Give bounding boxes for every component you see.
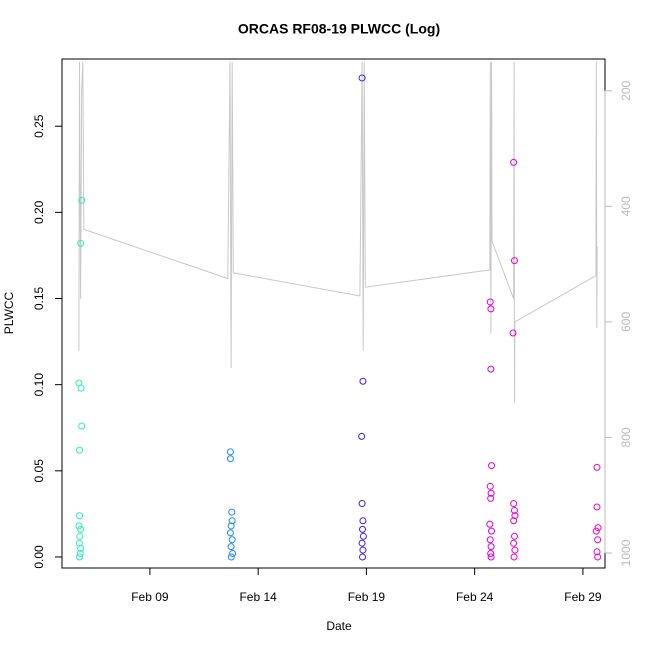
point [228,536,236,544]
point [359,546,367,554]
point [77,525,85,533]
point [487,365,495,373]
point [509,329,517,337]
point [594,524,602,532]
point [488,527,496,535]
point [510,539,518,547]
point [76,532,84,540]
point [487,489,495,497]
chart-title: ORCAS RF08-19 PLWCC (Log) [238,21,440,37]
point [487,305,495,313]
point [226,529,234,537]
point [227,543,235,551]
point [359,517,367,525]
y2-tick-label: 800 [619,427,633,447]
point [593,548,601,556]
y-tick-label: 0.00 [32,545,46,569]
point [77,384,85,392]
point [228,517,236,525]
point [594,536,602,544]
x-axis-label: Date [326,619,352,633]
y-tick-label: 0.10 [32,373,46,397]
point [228,508,236,516]
pressure-line [78,61,598,403]
point [76,446,84,454]
x-tick-label: Feb 19 [348,590,386,604]
point [78,422,86,430]
point [592,527,600,535]
point [359,525,367,533]
point [77,239,85,247]
point [510,517,518,525]
x-tick-label: Feb 24 [456,590,494,604]
y2-tick-label: 200 [619,80,633,100]
point [486,520,494,528]
point [511,506,518,514]
point [487,550,495,558]
point [510,500,518,508]
y2-tick-label: 1000 [619,539,633,566]
point [75,539,83,547]
y2-tick-label: 600 [619,312,633,332]
point [229,550,237,558]
y-axis-label: PLWCC [2,291,16,334]
point [510,158,518,166]
point [226,455,234,463]
point [358,74,366,82]
point [510,553,518,561]
y-tick-label: 0.20 [32,200,46,224]
point [76,512,84,520]
y-tick-label: 0.15 [32,287,46,311]
point [358,539,366,547]
point [78,196,86,204]
point [76,553,84,561]
point [511,532,518,540]
point [488,462,496,470]
point [486,482,494,490]
plot-frame [61,58,606,569]
point [487,553,495,561]
point [358,500,366,508]
x-tick-label: Feb 14 [239,590,277,604]
point [511,512,519,520]
point [76,550,84,558]
point [486,298,494,306]
point [358,432,366,440]
point [77,544,85,552]
point [487,494,495,502]
y2-tick-label: 400 [619,196,633,216]
y-tick-label: 0.05 [32,459,46,483]
point [227,553,235,561]
point [593,463,601,471]
point [593,503,601,511]
x-tick-label: Feb 09 [131,590,169,604]
point [227,522,235,530]
point [359,532,367,540]
point [511,257,518,265]
point [486,536,494,544]
point [359,553,367,561]
y-tick-label: 0.25 [32,114,46,138]
x-tick-label: Feb 29 [564,590,602,604]
point [511,546,519,554]
point [594,553,602,561]
point [226,448,234,456]
point [359,377,367,385]
point [487,543,495,551]
point [75,522,83,530]
